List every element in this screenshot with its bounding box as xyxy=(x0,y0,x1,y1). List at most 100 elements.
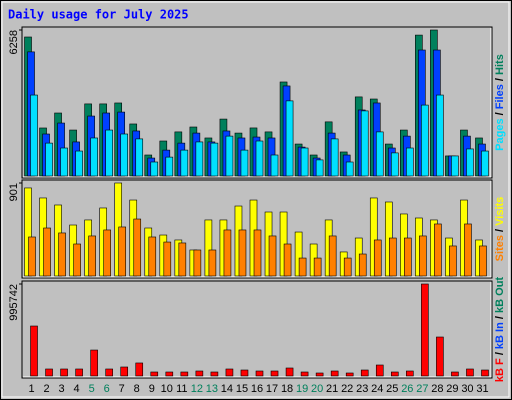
x-tick-label: 2 xyxy=(43,383,49,395)
x-tick-label: 13 xyxy=(206,383,218,395)
x-tick-label: 25 xyxy=(386,383,398,395)
legend: kB F / kB In / kB Out xyxy=(494,277,506,382)
legend-entry: kB Out xyxy=(494,277,506,313)
bar xyxy=(449,245,457,277)
bar xyxy=(24,187,32,277)
x-tick-label: 29 xyxy=(446,383,458,395)
x-tick-label: 26 xyxy=(401,383,413,395)
bar xyxy=(330,138,339,177)
bar xyxy=(120,366,129,377)
x-tick-label: 22 xyxy=(341,383,353,395)
bar xyxy=(238,229,247,277)
bar xyxy=(375,364,384,377)
bar xyxy=(225,368,234,377)
bar xyxy=(300,371,309,377)
bar xyxy=(285,100,294,177)
y-tick-label: 995742 xyxy=(8,284,20,321)
bar xyxy=(135,138,144,177)
bar xyxy=(28,236,36,277)
bar xyxy=(330,370,339,377)
x-tick-label: 3 xyxy=(59,383,65,395)
bar xyxy=(150,371,159,377)
bar xyxy=(406,370,414,377)
bar xyxy=(45,142,53,177)
legend-entry: Visits xyxy=(494,197,506,226)
bar xyxy=(195,370,204,377)
x-tick-label: 10 xyxy=(161,383,173,395)
y-tick-label: 901 xyxy=(8,183,20,201)
bar xyxy=(358,253,367,277)
bar xyxy=(163,241,172,277)
x-tick-label: 12 xyxy=(191,383,203,395)
bar xyxy=(375,131,384,177)
x-tick-label: 15 xyxy=(236,383,248,395)
x-tick-label: 8 xyxy=(134,383,140,395)
bar xyxy=(210,371,219,377)
bar xyxy=(481,150,489,177)
legend-entry: kB In xyxy=(494,322,506,349)
bar xyxy=(165,371,174,377)
bar xyxy=(464,223,472,277)
bar xyxy=(45,368,53,377)
x-tick-label: 20 xyxy=(311,383,323,395)
bar xyxy=(404,237,412,277)
x-tick-label: 11 xyxy=(176,383,187,395)
bar xyxy=(60,368,68,377)
bar xyxy=(388,237,397,277)
legend-entry: Hits xyxy=(494,54,506,75)
x-tick-label: 16 xyxy=(251,383,263,395)
bar xyxy=(360,110,369,177)
x-tick-label: 21 xyxy=(326,383,338,395)
bar xyxy=(165,156,174,177)
bar xyxy=(270,370,279,377)
bar xyxy=(434,223,442,277)
x-tick-label: 7 xyxy=(119,383,125,395)
bar xyxy=(436,336,444,377)
bar xyxy=(421,283,429,377)
bar xyxy=(88,235,96,277)
x-tick-label: 19 xyxy=(296,383,308,395)
legend-entry: Files xyxy=(494,84,506,109)
x-tick-label: 17 xyxy=(266,383,278,395)
bar xyxy=(90,137,98,177)
bar xyxy=(73,243,81,277)
bar xyxy=(436,94,444,177)
bar xyxy=(268,235,277,277)
bar xyxy=(421,104,429,177)
legend: Pages / Files / Hits xyxy=(494,54,506,151)
legend-separator: / xyxy=(494,226,506,235)
bar xyxy=(133,218,142,277)
bar xyxy=(419,235,427,277)
bar xyxy=(118,226,127,277)
bar xyxy=(105,129,113,177)
bar xyxy=(313,257,322,277)
bar xyxy=(390,371,399,377)
bar xyxy=(406,147,414,177)
legend-separator: / xyxy=(494,109,506,118)
bar xyxy=(285,367,294,377)
bar xyxy=(345,161,354,177)
bar xyxy=(283,243,292,277)
bar xyxy=(135,362,144,377)
bar xyxy=(451,371,459,377)
bar xyxy=(328,235,337,277)
chart-title: Daily usage for July 2025 xyxy=(8,8,189,22)
legend-entry: Pages xyxy=(494,118,506,150)
x-tick-label: 4 xyxy=(74,383,80,395)
bar xyxy=(178,242,187,277)
bar xyxy=(373,239,382,277)
bar xyxy=(103,229,111,277)
x-tick-label: 18 xyxy=(281,383,293,395)
x-tick-label: 9 xyxy=(149,383,155,395)
x-tick-label: 23 xyxy=(356,383,368,395)
bar xyxy=(315,372,324,377)
bar xyxy=(208,249,217,277)
bar xyxy=(204,219,213,277)
bar xyxy=(60,147,68,177)
legend-entry: kB F xyxy=(494,358,506,382)
bar xyxy=(90,349,98,377)
bar xyxy=(240,369,249,377)
bar xyxy=(30,325,38,377)
x-tick-label: 5 xyxy=(89,383,95,395)
bar xyxy=(481,369,489,377)
